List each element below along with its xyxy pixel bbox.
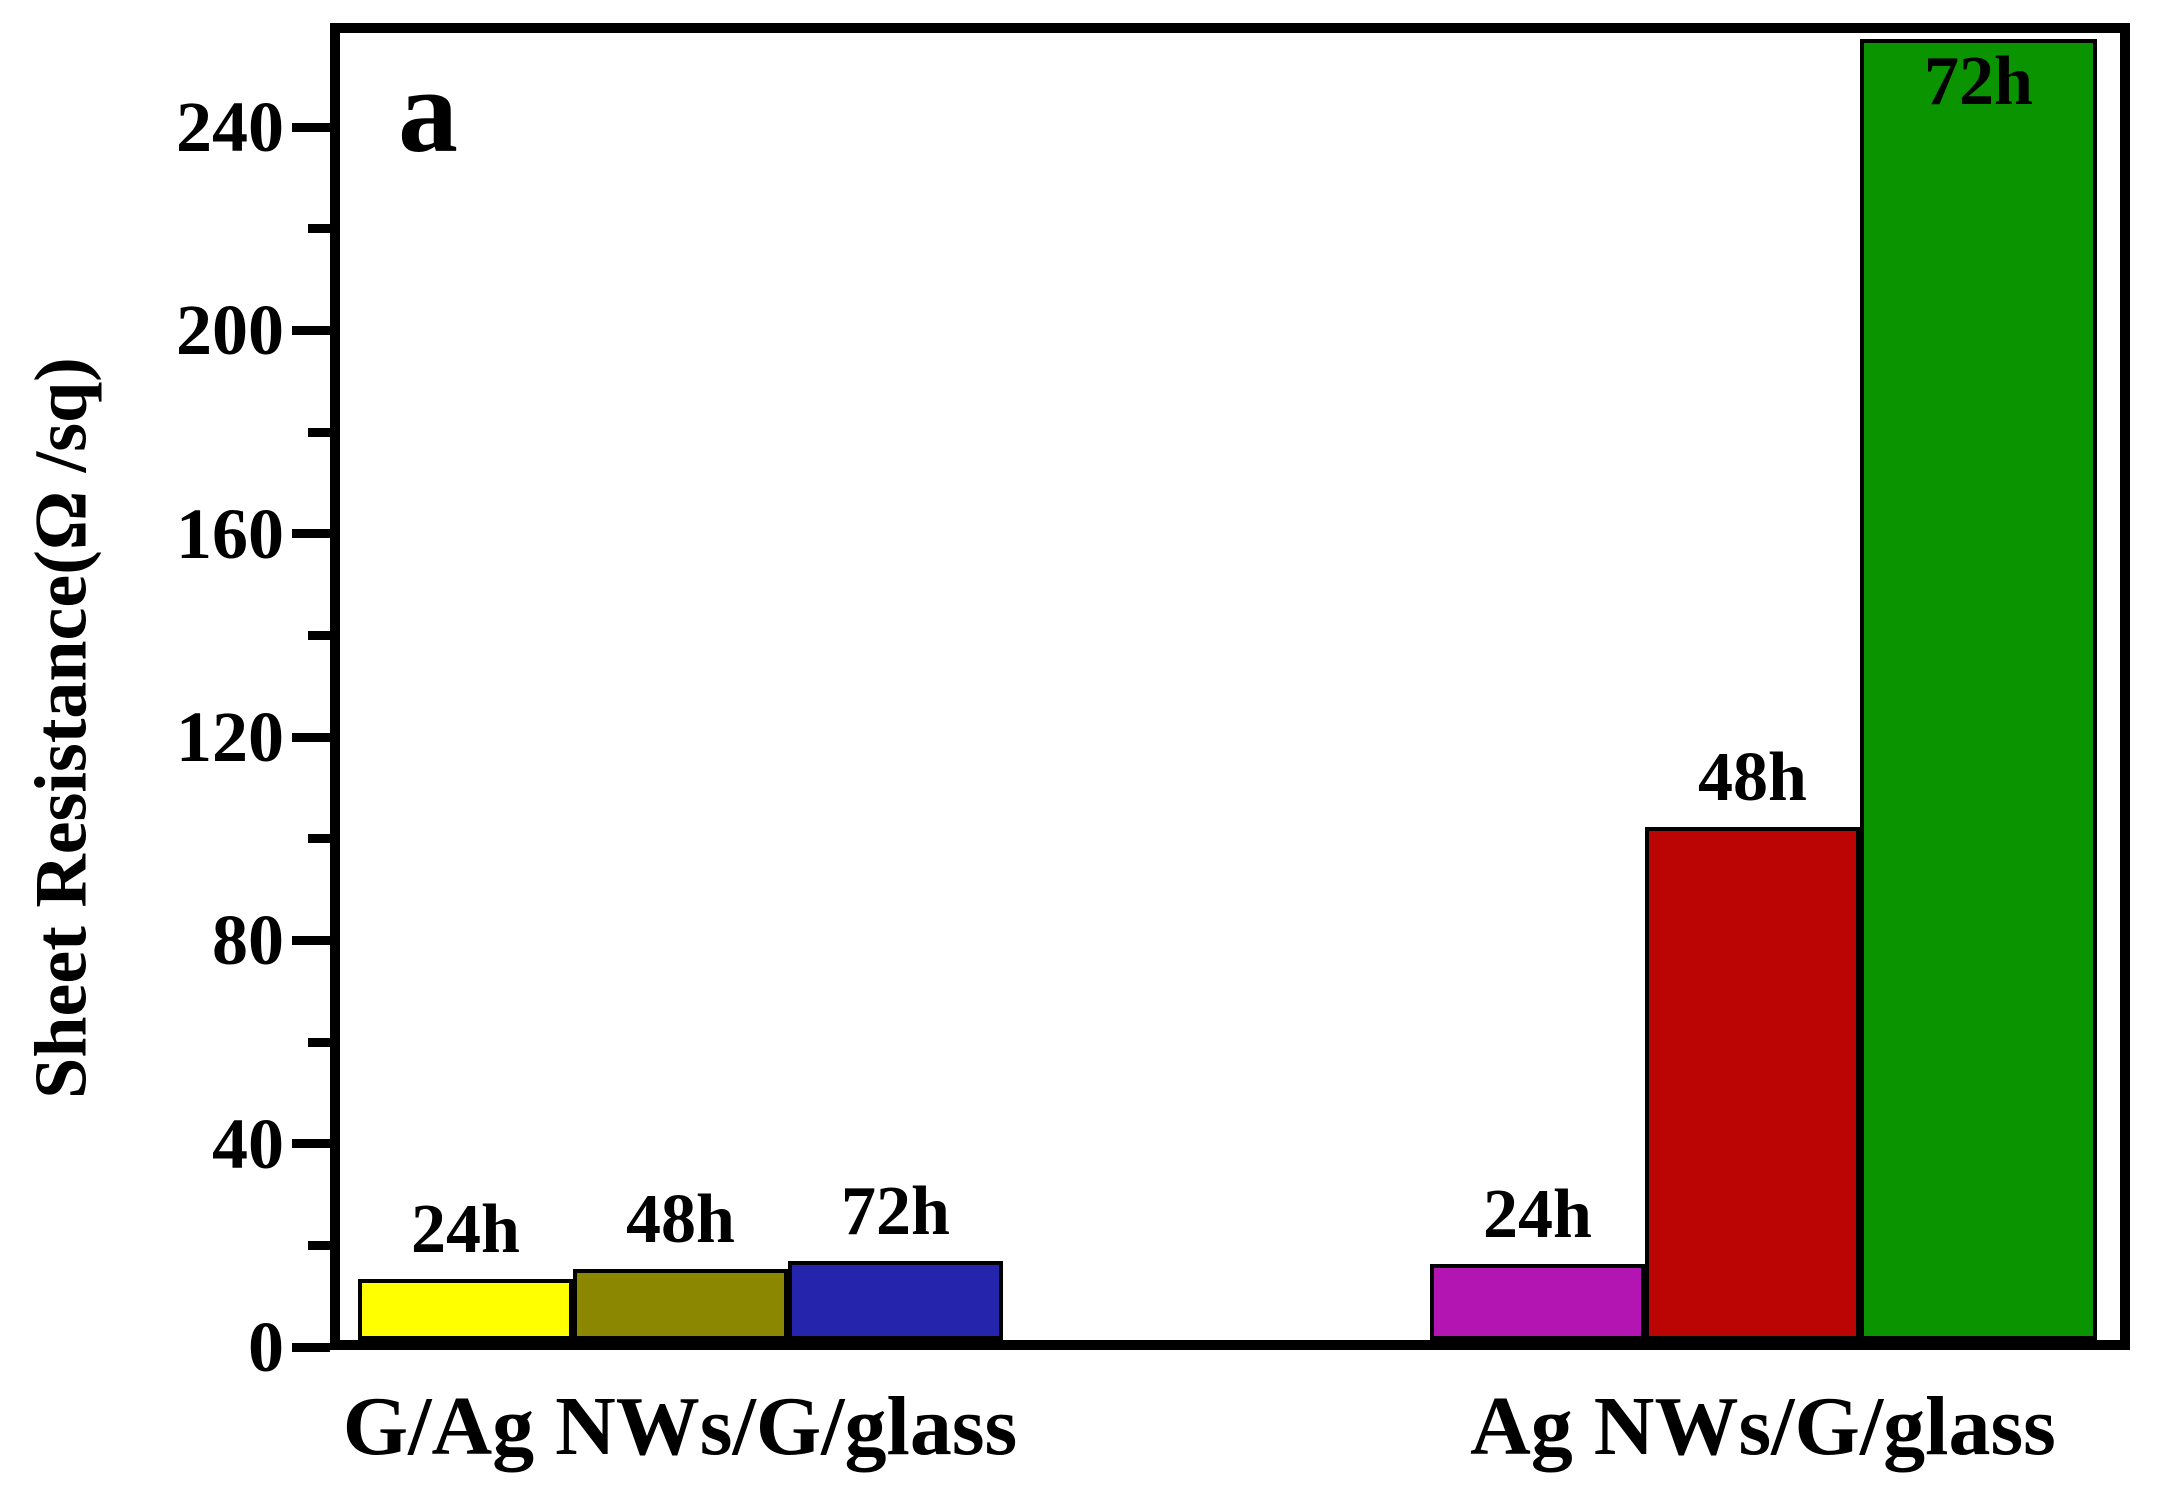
bar-value-label-24h: 24h (1483, 1176, 1592, 1253)
plot-area: a 24h 48h 72h 24h 48h 72h (330, 23, 2130, 1350)
y-tick-label-80: 80 (212, 900, 284, 981)
y-major-tick-240 (292, 122, 330, 132)
y-major-tick-0 (292, 1342, 330, 1352)
y-minor-tick-60 (308, 1037, 330, 1047)
bar-value-label-72h: 72h (841, 1173, 950, 1250)
y-minor-tick-220 (308, 224, 330, 234)
y-major-tick-200 (292, 325, 330, 335)
y-tick-label-0: 0 (248, 1307, 284, 1387)
bar-Ag-NWs-G-glass-72h (1860, 39, 2097, 1340)
bar-value-label-48h: 48h (626, 1181, 735, 1258)
y-tick-label-40: 40 (212, 1103, 284, 1184)
y-minor-tick-100 (308, 834, 330, 844)
y-tick-label-240: 240 (176, 87, 284, 167)
bar-G-Ag-NWs-G-glass-72h (788, 1261, 1003, 1340)
y-major-tick-40 (292, 1139, 330, 1149)
x-group-label-left: G/Ag NWs/G/glass (342, 1380, 1018, 1473)
y-tick-label-200: 200 (176, 290, 284, 371)
y-major-tick-160 (292, 529, 330, 539)
bar-Ag-NWs-G-glass-24h (1430, 1264, 1645, 1340)
bar-Ag-NWs-G-glass-48h (1645, 827, 1860, 1340)
x-group-label-right: Ag NWs/G/glass (1470, 1380, 2056, 1473)
y-minor-tick-20 (308, 1240, 330, 1250)
bar-value-label-24h: 24h (411, 1191, 520, 1268)
y-major-tick-120 (292, 732, 330, 742)
y-tick-label-160: 160 (176, 493, 284, 574)
y-major-tick-80 (292, 935, 330, 945)
y-tick-label-120: 120 (176, 697, 284, 777)
panel-label: a (398, 44, 458, 177)
bar-value-label-72h: 72h (1924, 43, 2033, 120)
bar-G-Ag-NWs-G-glass-24h (358, 1279, 573, 1340)
bar-G-Ag-NWs-G-glass-48h (573, 1269, 788, 1340)
y-minor-tick-180 (308, 427, 330, 437)
y-minor-tick-140 (308, 630, 330, 640)
bar-value-label-48h: 48h (1698, 739, 1807, 816)
